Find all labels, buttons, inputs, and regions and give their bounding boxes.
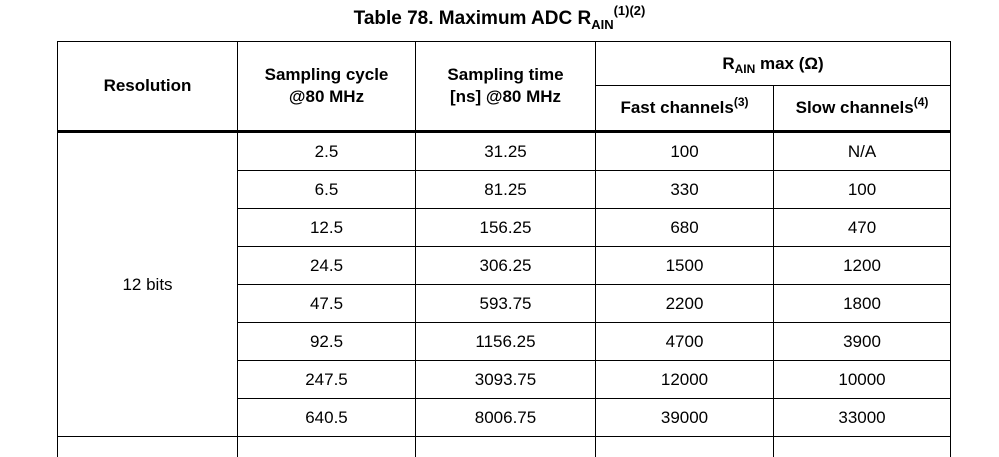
sampling-time-cell: 593.75 <box>416 285 596 323</box>
continuation-cell <box>416 437 596 457</box>
sampling-time-cell: 306.25 <box>416 247 596 285</box>
fast-channel-cell: 4700 <box>596 323 774 361</box>
slow-channel-cell: 1800 <box>774 285 951 323</box>
header-sampling-time-line1: Sampling time <box>416 64 595 86</box>
sampling-cycle-cell: 92.5 <box>238 323 416 361</box>
caption-footnote-refs: (1)(2) <box>614 3 646 18</box>
fast-channel-cell: 1500 <box>596 247 774 285</box>
slow-channel-cell: 470 <box>774 209 951 247</box>
sampling-cycle-cell: 640.5 <box>238 399 416 437</box>
header-sampling-time-line2: [ns] @80 MHz <box>416 86 595 108</box>
table-caption: Table 78. Maximum ADC RAIN(1)(2) <box>0 6 999 32</box>
sampling-cycle-cell: 2.5 <box>238 132 416 171</box>
header-row-top: Resolution Sampling cycle @80 MHz Sampli… <box>58 42 951 86</box>
header-rain-subscript: AIN <box>735 62 756 76</box>
header-resolution: Resolution <box>58 42 238 132</box>
sampling-time-cell: 31.25 <box>416 132 596 171</box>
header-rain-suffix: max (Ω) <box>755 54 823 73</box>
fast-channel-cell: 100 <box>596 132 774 171</box>
slow-channel-cell: N/A <box>774 132 951 171</box>
slow-channel-cell: 3900 <box>774 323 951 361</box>
adc-rain-table: Resolution Sampling cycle @80 MHz Sampli… <box>57 41 951 457</box>
fast-channel-cell: 12000 <box>596 361 774 399</box>
header-sampling-cycle-line2: @80 MHz <box>238 86 415 108</box>
table-continuation-row <box>58 437 951 457</box>
fast-channel-cell: 680 <box>596 209 774 247</box>
header-rain-prefix: R <box>722 54 734 73</box>
header-rain-max: RAIN max (Ω) <box>596 42 951 86</box>
header-slow-note: (4) <box>914 95 929 109</box>
sampling-time-cell: 156.25 <box>416 209 596 247</box>
sampling-cycle-cell: 247.5 <box>238 361 416 399</box>
header-fast-note: (3) <box>734 95 749 109</box>
continuation-cell <box>58 437 238 457</box>
header-sampling-cycle: Sampling cycle @80 MHz <box>238 42 416 132</box>
sampling-cycle-cell: 24.5 <box>238 247 416 285</box>
caption-subscript: AIN <box>591 17 613 32</box>
caption-text: Table 78. Maximum ADC R <box>354 8 592 29</box>
slow-channel-cell: 1200 <box>774 247 951 285</box>
header-fast-label: Fast channels <box>620 98 733 117</box>
sampling-time-cell: 1156.25 <box>416 323 596 361</box>
sampling-time-cell: 8006.75 <box>416 399 596 437</box>
header-slow-channels: Slow channels(4) <box>774 86 951 132</box>
continuation-cell <box>596 437 774 457</box>
header-sampling-time: Sampling time [ns] @80 MHz <box>416 42 596 132</box>
header-slow-label: Slow channels <box>796 98 914 117</box>
header-fast-channels: Fast channels(3) <box>596 86 774 132</box>
fast-channel-cell: 2200 <box>596 285 774 323</box>
sampling-cycle-cell: 47.5 <box>238 285 416 323</box>
sampling-time-cell: 81.25 <box>416 171 596 209</box>
slow-channel-cell: 10000 <box>774 361 951 399</box>
header-sampling-cycle-line1: Sampling cycle <box>238 64 415 86</box>
table-row: 12 bits 2.5 31.25 100 N/A <box>58 132 951 171</box>
slow-channel-cell: 100 <box>774 171 951 209</box>
fast-channel-cell: 330 <box>596 171 774 209</box>
continuation-cell <box>774 437 951 457</box>
sampling-cycle-cell: 12.5 <box>238 209 416 247</box>
fast-channel-cell: 39000 <box>596 399 774 437</box>
continuation-cell <box>238 437 416 457</box>
resolution-cell: 12 bits <box>58 132 238 437</box>
sampling-time-cell: 3093.75 <box>416 361 596 399</box>
slow-channel-cell: 33000 <box>774 399 951 437</box>
sampling-cycle-cell: 6.5 <box>238 171 416 209</box>
